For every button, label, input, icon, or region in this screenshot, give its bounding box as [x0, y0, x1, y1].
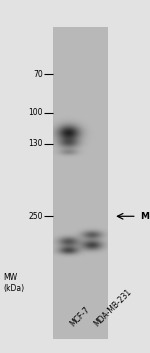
Text: 250: 250: [28, 212, 43, 221]
Text: 130: 130: [28, 139, 43, 148]
Text: MW
(kDa): MW (kDa): [3, 273, 24, 293]
Text: MCF-7: MCF-7: [68, 305, 92, 329]
Text: 100: 100: [28, 108, 43, 117]
Text: MDA-MB-231: MDA-MB-231: [92, 288, 133, 329]
Text: 70: 70: [33, 70, 43, 79]
Text: MUC1: MUC1: [140, 212, 150, 221]
